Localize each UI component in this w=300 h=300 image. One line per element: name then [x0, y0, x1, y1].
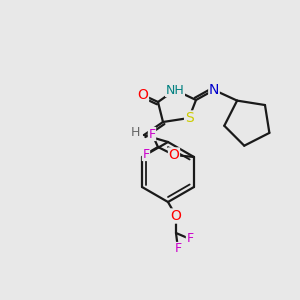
- Text: NH: NH: [166, 83, 184, 97]
- Text: F: F: [174, 242, 182, 256]
- Text: N: N: [209, 83, 219, 97]
- Text: H: H: [130, 127, 140, 140]
- Text: F: F: [142, 148, 149, 160]
- Text: F: F: [148, 128, 155, 140]
- Text: O: O: [171, 209, 182, 223]
- Text: F: F: [186, 232, 194, 245]
- Text: O: O: [169, 148, 179, 162]
- Text: S: S: [184, 111, 194, 125]
- Text: O: O: [138, 88, 148, 102]
